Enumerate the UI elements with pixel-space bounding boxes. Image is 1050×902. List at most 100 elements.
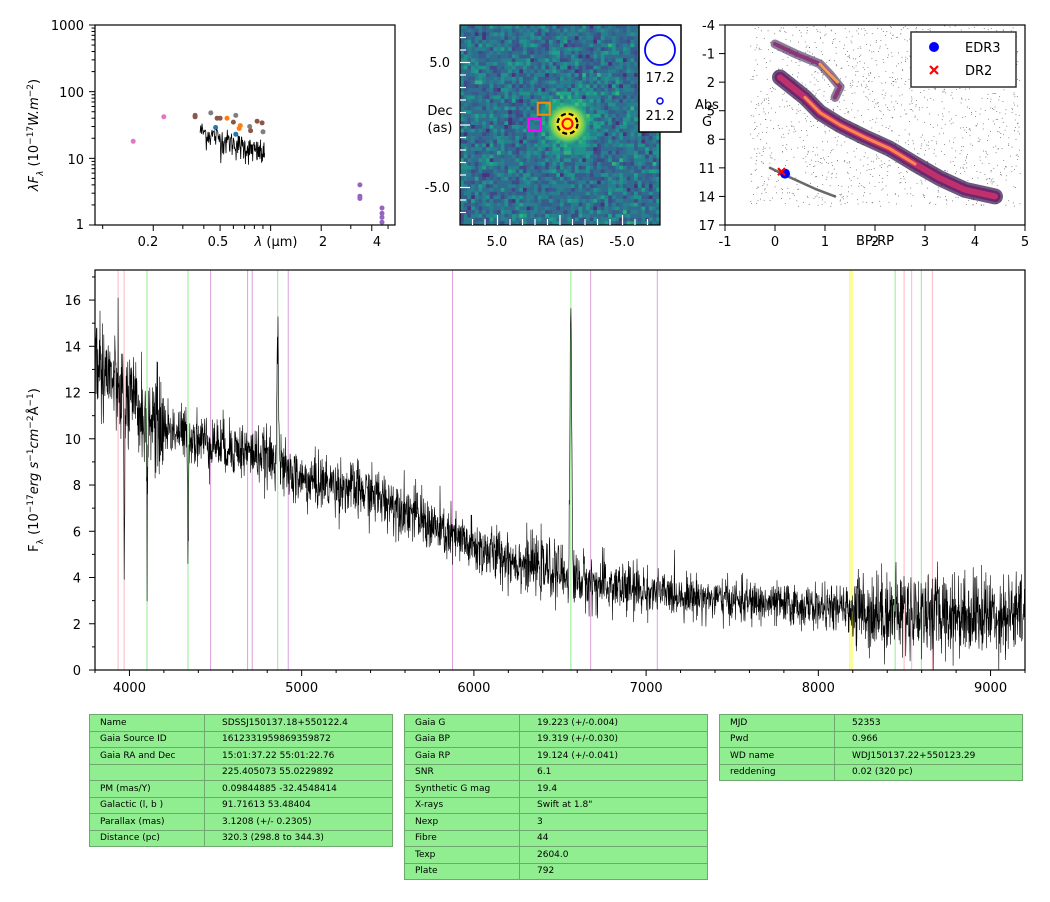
spec-xtick: 8000 <box>802 681 835 696</box>
img-ylabel: Dec <box>427 104 452 119</box>
sed-point <box>357 182 363 188</box>
table-row: Parallax (mas) 3.1208 (+/- 0.2305) <box>89 813 393 831</box>
table-value: 19.124 (+/-0.041) <box>519 747 708 765</box>
img-ylabel: (as) <box>428 121 453 136</box>
sed-point <box>248 128 254 134</box>
table-key: SNR <box>404 763 520 781</box>
hr-ylabel: Abs <box>695 98 719 113</box>
spec-ytick: 2 <box>73 618 81 633</box>
spec-ytick: 4 <box>73 572 81 587</box>
sed-ytick: 100 <box>59 86 84 101</box>
img-xtick: 5.0 <box>487 235 508 250</box>
table-value: 0.02 (320 pc) <box>834 763 1023 781</box>
sed-point <box>379 214 385 220</box>
sed-point <box>217 115 223 121</box>
sed-ytick: 10 <box>67 153 84 168</box>
img-xlabel: RA (as) <box>538 234 584 249</box>
table-key: Gaia BP <box>404 730 520 748</box>
spec-ytick: 6 <box>73 525 81 540</box>
legend-label: DR2 <box>965 64 992 79</box>
sed-point <box>237 123 243 129</box>
sed-point <box>130 138 136 144</box>
hr-xtick: -1 <box>719 235 732 250</box>
table-key: Synthetic G mag <box>404 780 520 798</box>
spec-ytick: 14 <box>64 340 81 355</box>
img-xtick: -5.0 <box>609 235 634 250</box>
sed-point <box>161 114 167 120</box>
spec-xtick: 6000 <box>457 681 490 696</box>
square-marker <box>528 118 542 132</box>
size-legend-label: 17.2 <box>646 71 675 86</box>
edr3-point <box>780 168 790 179</box>
hr-xlabel: BP-RP <box>856 234 894 249</box>
table-key: reddening <box>719 763 835 781</box>
hr-xtick: 5 <box>1021 235 1029 250</box>
table-key <box>89 763 205 781</box>
hr-ytick: -1 <box>702 48 715 63</box>
info-table-3: MJD 52353 Pwd 0.966 WD name WDJ150137.22+5501… <box>719 714 1023 781</box>
hr-legend: EDR3 DR2 <box>910 31 1017 88</box>
img-ytick: -5.0 <box>425 181 450 196</box>
table-value: 792 <box>519 862 708 880</box>
sed-xlabel: λ (μm) <box>254 235 298 250</box>
sed-point <box>259 120 265 126</box>
table-key: WD name <box>719 747 835 765</box>
table-value: 0.966 <box>834 730 1023 748</box>
spec-ylabel: Fλ (10−17erg s−1cm−2Å−1) <box>26 388 46 552</box>
source-marker <box>561 117 574 130</box>
spec-xtick: 5000 <box>285 681 318 696</box>
table-value: 3 <box>519 813 708 831</box>
table-key: Gaia G <box>404 714 520 732</box>
legend-label: EDR3 <box>965 41 1001 56</box>
hr-ytick: 14 <box>698 190 715 205</box>
sed-point <box>208 110 214 116</box>
table-row: 225.405073 55.0229892 <box>89 763 393 781</box>
table-value: WDJ150137.22+550123.29 <box>834 747 1023 765</box>
table-key: Parallax (mas) <box>89 813 205 831</box>
sed-ytick: 1 <box>76 218 84 233</box>
sed-xtick: 0.2 <box>138 235 159 250</box>
sed-point <box>213 125 219 130</box>
size-legend-large-icon <box>644 34 676 66</box>
table-row: MJD 52353 <box>719 714 1023 732</box>
hr-panel: -1 0 1 2 3 4 5 -4 -1 2 5 8 11 14 17 BP-RP Abs G EDR3 D… <box>695 19 1029 250</box>
table-row: Gaia G 19.223 (+/-0.004) <box>404 714 708 732</box>
sed-point <box>224 115 230 121</box>
image-cutout <box>460 25 660 225</box>
sed-point <box>254 118 260 124</box>
sed-point <box>233 112 239 118</box>
table-key: Plate <box>404 862 520 880</box>
table-row: Plate 792 <box>404 862 708 880</box>
hr-ytick: 11 <box>698 162 715 177</box>
size-legend-label: 21.2 <box>646 109 675 124</box>
table-value: 52353 <box>834 714 1023 732</box>
table-row: Synthetic G mag 19.4 <box>404 780 708 798</box>
hr-ytick: 8 <box>707 133 715 148</box>
source-blob <box>545 101 590 146</box>
table-value: 0.09844885 -32.4548414 <box>204 780 393 798</box>
table-value: Swift at 1.8" <box>519 796 708 814</box>
edr3-legend-icon <box>929 42 939 52</box>
table-row: Fibre 44 <box>404 829 708 847</box>
spec-ytick: 12 <box>64 387 81 402</box>
table-value: 15:01:37.22 55:01:22.76 <box>204 747 393 765</box>
size-legend-small-icon <box>656 97 664 105</box>
table-row: Texp 2604.0 <box>404 846 708 864</box>
size-legend: 17.2 21.2 <box>638 24 682 133</box>
table-key: Fibre <box>404 829 520 847</box>
spectrum-panel: 4000 5000 6000 7000 8000 9000 0 2 4 6 8 10 12 14 16 Fλ… <box>26 269 1026 696</box>
sed-point <box>230 119 236 125</box>
spec-xtick: 7000 <box>630 681 663 696</box>
table-key: Gaia RA and Dec <box>89 747 205 765</box>
sed-point <box>260 129 266 135</box>
dr2-point <box>777 167 786 176</box>
table-value: 320.3 (298.8 to 344.3) <box>204 829 393 847</box>
table-row: reddening 0.02 (320 pc) <box>719 763 1023 781</box>
sed-point <box>357 196 363 201</box>
table-key: Texp <box>404 846 520 864</box>
dr2-legend-icon <box>929 65 939 75</box>
spec-xtick: 9000 <box>974 681 1007 696</box>
table-value: 19.319 (+/-0.030) <box>519 730 708 748</box>
img-ytick: 5.0 <box>429 56 450 71</box>
table-key: Gaia Source ID <box>89 730 205 748</box>
